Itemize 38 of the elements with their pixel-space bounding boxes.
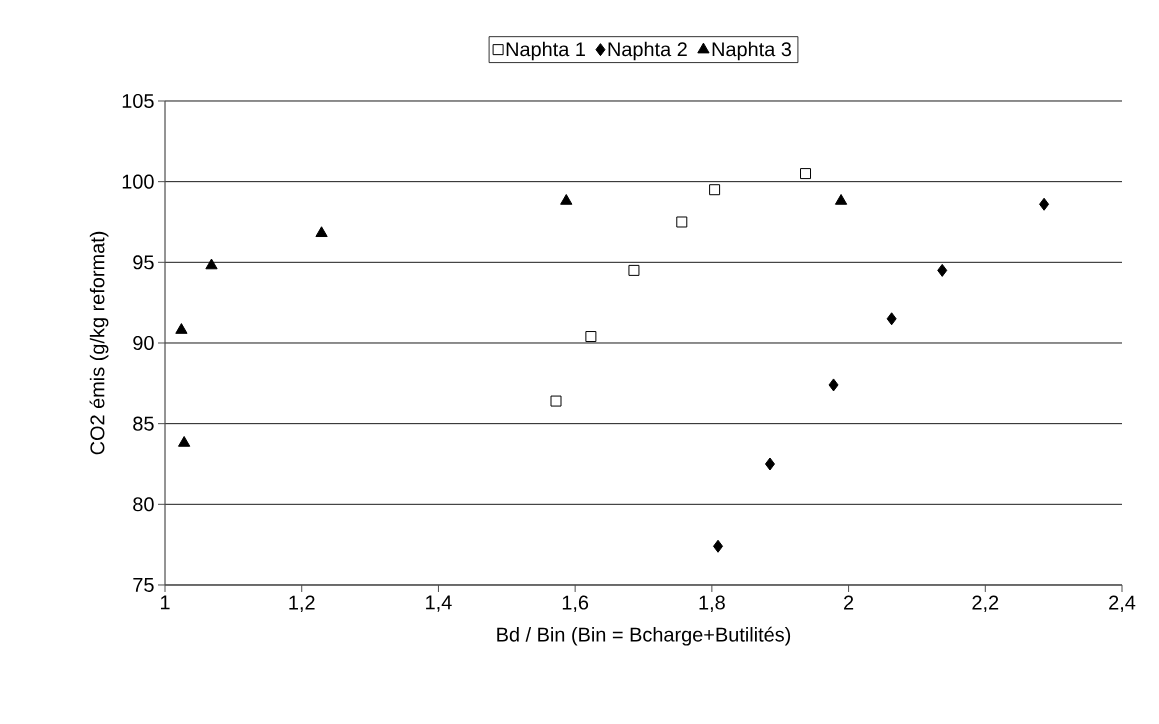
legend-label: Naphta 3 [712, 41, 792, 61]
point [713, 539, 724, 553]
x-tick-label: 1,4 [426, 595, 452, 612]
y-tick-label: 90 [133, 335, 154, 351]
point [315, 226, 328, 238]
point [886, 312, 897, 326]
point [676, 216, 688, 228]
x-tick-label: 2,2 [972, 595, 999, 612]
point [205, 258, 218, 270]
y-tick-label: 105 [122, 93, 154, 109]
x-tick-label: 1,8 [699, 595, 725, 612]
x-tick-label: 2,4 [1109, 595, 1136, 612]
point [628, 264, 640, 276]
y-axis-title: CO2 émis (g/kg reformat) [89, 231, 109, 455]
point [585, 331, 597, 343]
point [834, 194, 848, 205]
x-tick-label: 1,6 [562, 595, 589, 612]
y-tick-label: 80 [133, 497, 154, 512]
point [764, 457, 775, 471]
point [800, 168, 812, 180]
point [1039, 197, 1050, 211]
point [560, 194, 573, 205]
x-tick-label: 1 [160, 595, 170, 610]
point [175, 323, 188, 334]
y-tick-label: 100 [122, 174, 154, 189]
y-tick-label: 95 [133, 255, 154, 270]
point [828, 378, 839, 392]
y-tick-label: 85 [133, 416, 154, 431]
legend-label: Naphta 2 [608, 41, 687, 61]
y-tick-label: 75 [133, 578, 154, 592]
x-axis-title: Bd / Bin (Bin = Bcharge+Butilités) [497, 626, 791, 646]
point [178, 436, 191, 447]
point [937, 263, 948, 277]
x-tick-label: 1,2 [289, 595, 315, 612]
point [709, 184, 721, 196]
x-tick-label: 2 [844, 595, 854, 610]
point [550, 395, 562, 407]
legend-label: Naphta 1 [506, 41, 585, 61]
